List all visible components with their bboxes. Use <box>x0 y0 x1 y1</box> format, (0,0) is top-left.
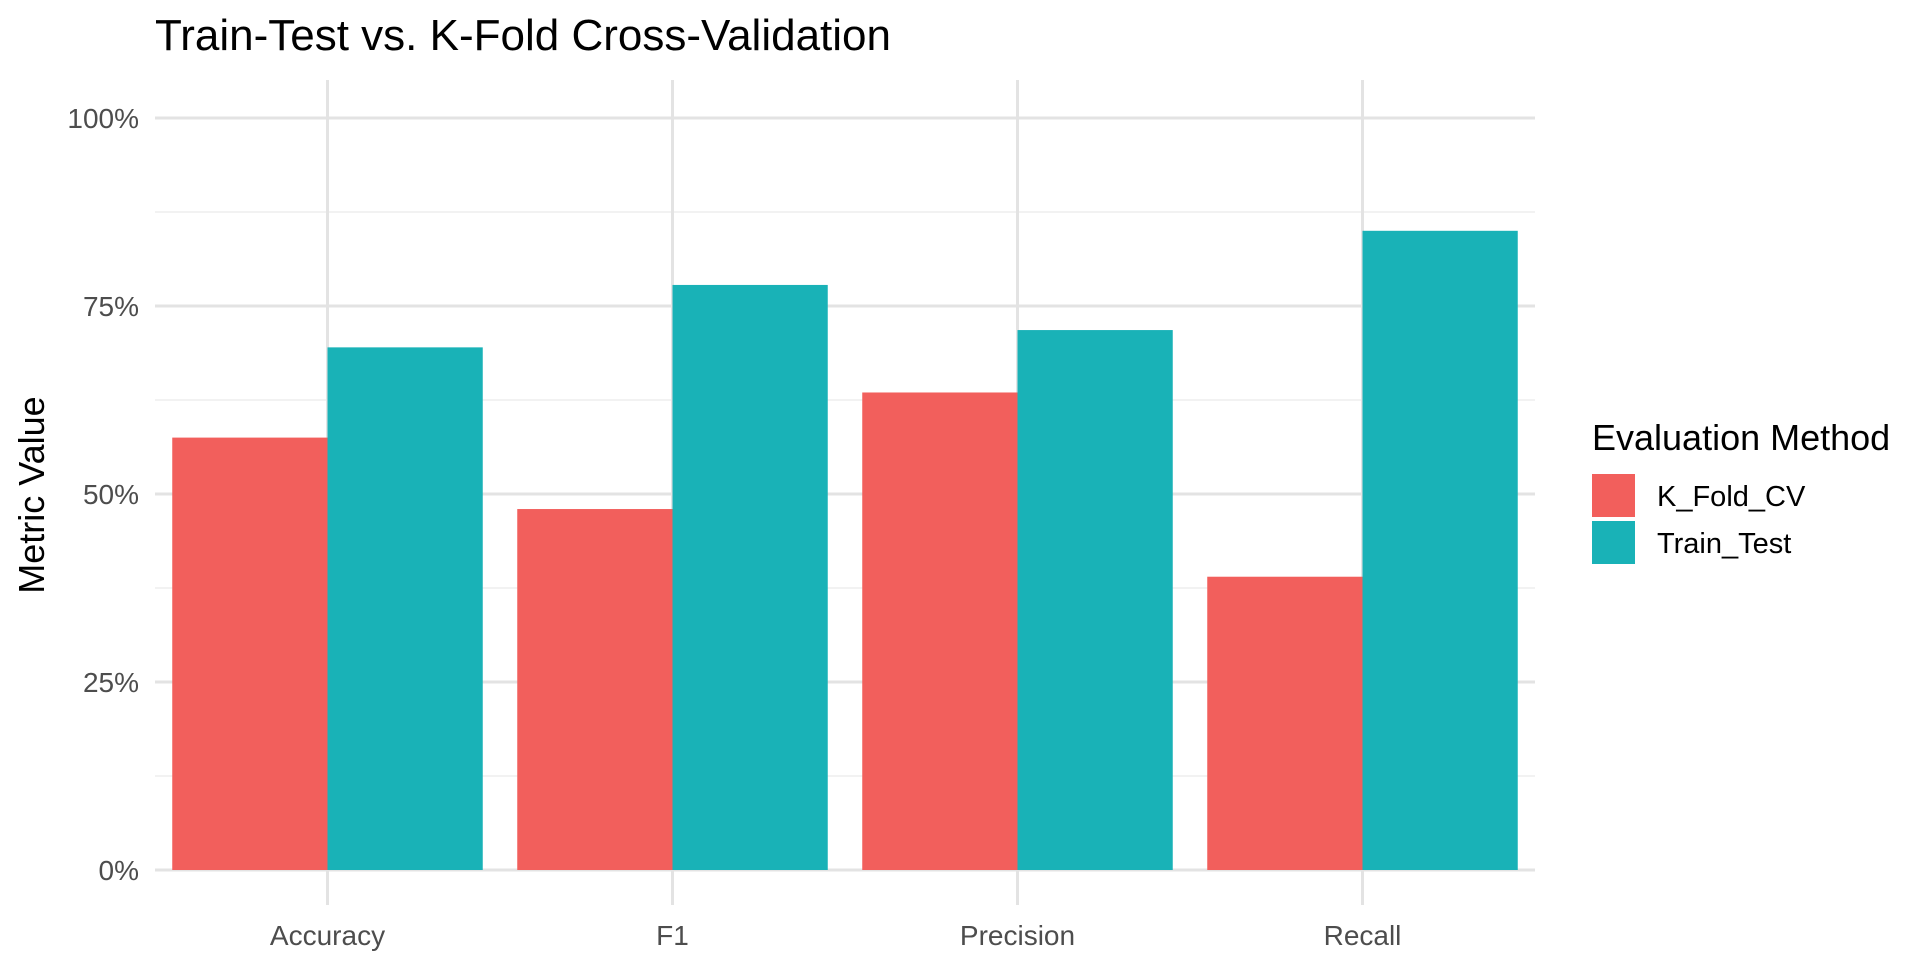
legend-swatch <box>1592 474 1635 517</box>
x-tick-label: Precision <box>960 920 1075 951</box>
legend-items: K_Fold_CV Train_Test <box>1592 474 1806 564</box>
x-tick-label: Accuracy <box>270 920 385 951</box>
y-tick-label: 0% <box>99 855 139 886</box>
y-tick-labels: 0% 25% 50% 75% 100% <box>67 103 139 886</box>
legend-title: Evaluation Method <box>1592 417 1890 458</box>
bar-k-fold-cv-accuracy <box>172 437 328 870</box>
legend-label: Train_Test <box>1657 528 1791 560</box>
bar-k-fold-cv-recall <box>1207 576 1363 870</box>
x-tick-label: F1 <box>656 920 689 951</box>
bar-train-test-recall <box>1362 230 1518 871</box>
bars <box>172 230 1518 871</box>
bar-k-fold-cv-f1 <box>517 509 673 870</box>
x-tick-label: Recall <box>1324 920 1402 951</box>
y-tick-label: 100% <box>67 103 139 134</box>
x-tick-labels: Accuracy F1 Precision Recall <box>270 920 1401 951</box>
bar-k-fold-cv-precision <box>862 392 1018 870</box>
legend: Evaluation Method K_Fold_CV Train_Test <box>1592 417 1890 564</box>
y-tick-label: 75% <box>83 291 139 322</box>
bar-train-test-f1 <box>672 284 828 871</box>
bar-train-test-accuracy <box>327 347 483 870</box>
legend-label: K_Fold_CV <box>1657 481 1806 513</box>
bar-train-test-precision <box>1017 330 1173 871</box>
y-tick-label: 50% <box>83 479 139 510</box>
chart-title: Train-Test vs. K-Fold Cross-Validation <box>155 11 891 60</box>
y-axis-title: Metric Value <box>11 396 52 593</box>
legend-swatch <box>1592 521 1635 564</box>
y-tick-label: 25% <box>83 667 139 698</box>
